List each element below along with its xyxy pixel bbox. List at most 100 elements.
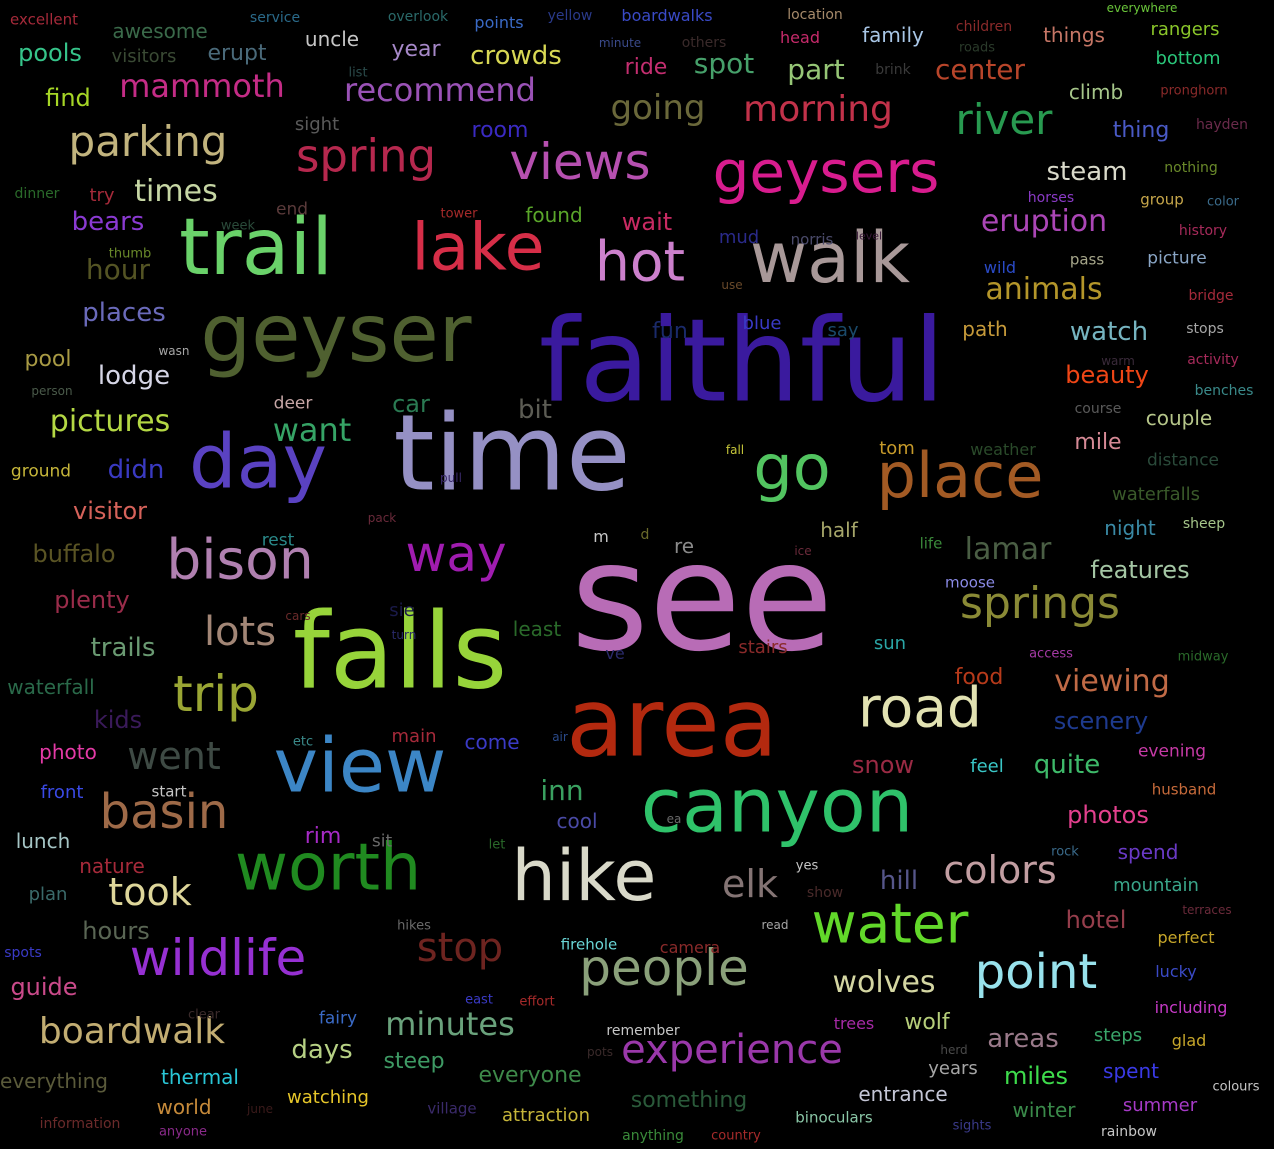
word-yellow: yellow	[547, 8, 593, 24]
word-trail: trail	[179, 203, 333, 293]
word-wolves: wolves	[832, 965, 936, 1000]
word-faithful: faithful	[538, 294, 946, 429]
word-sight: sight	[294, 114, 340, 135]
word-hot: hot	[594, 229, 686, 294]
word-wildlife: wildlife	[129, 929, 307, 987]
word-summer: summer	[1122, 1095, 1198, 1116]
word-let: let	[488, 837, 506, 853]
word-including: including	[1154, 998, 1228, 1017]
word-entrance: entrance	[858, 1082, 948, 1106]
word-ea: ea	[666, 812, 682, 826]
word-find: find	[45, 84, 91, 112]
word-area: area	[566, 668, 778, 779]
word-sit: sit	[371, 831, 393, 852]
word-night: night	[1104, 516, 1156, 540]
word-remember: remember	[606, 1023, 680, 1039]
word-trees: trees	[833, 1014, 875, 1033]
word-start: start	[151, 782, 187, 801]
word-days: days	[291, 1035, 353, 1065]
word-group: group	[1140, 190, 1184, 209]
word-spend: spend	[1117, 840, 1179, 864]
word-say: say	[827, 320, 859, 341]
word-deer: deer	[273, 393, 313, 414]
word-food: food	[954, 665, 1004, 690]
word-going: going	[610, 88, 706, 128]
word-plenty: plenty	[54, 586, 130, 614]
word-took: took	[108, 870, 192, 914]
word-lunch: lunch	[15, 829, 71, 853]
word-animals: animals	[985, 272, 1103, 307]
word-glad: glad	[1171, 1031, 1207, 1050]
word-camera: camera	[659, 938, 721, 957]
word-turn: turn	[391, 628, 417, 642]
word-anything: anything	[622, 1128, 684, 1144]
word-ground: ground	[10, 461, 72, 482]
word-service: service	[249, 10, 301, 26]
word-boardwalk: boardwalk	[38, 1011, 226, 1052]
word-head: head	[780, 28, 820, 47]
word-fairy: fairy	[318, 1008, 358, 1029]
word-geysers: geysers	[712, 138, 940, 206]
word-beauty: beauty	[1065, 361, 1149, 389]
word-scenery: scenery	[1053, 707, 1149, 735]
word-lodge: lodge	[97, 361, 171, 391]
word-hour: hour	[85, 253, 151, 286]
word-bears: bears	[71, 207, 145, 237]
word-hayden: hayden	[1195, 117, 1249, 133]
word-bottom: bottom	[1155, 48, 1221, 69]
word-ice: ice	[794, 544, 812, 558]
word-worth: worth	[234, 830, 422, 906]
word-ride: ride	[624, 55, 668, 80]
word-mud: mud	[718, 227, 760, 248]
word-car: car	[392, 390, 430, 418]
word-minutes: minutes	[385, 1005, 515, 1043]
word-eruption: eruption	[980, 204, 1108, 239]
word-steps: steps	[1093, 1025, 1143, 1046]
word-crowds: crowds	[470, 41, 562, 71]
word-inn: inn	[540, 774, 584, 807]
word-least: least	[512, 617, 562, 641]
word-couple: couple	[1145, 406, 1213, 430]
word-cars: cars	[285, 609, 311, 623]
word-boardwalks: boardwalks	[621, 6, 713, 25]
word-sun: sun	[873, 633, 907, 654]
word-spring: spring	[295, 129, 437, 183]
word-stops: stops	[1186, 321, 1224, 337]
word-thumb: thumb	[108, 246, 152, 262]
word-spent: spent	[1103, 1059, 1159, 1083]
word-distance: distance	[1146, 450, 1220, 471]
word-morning: morning	[743, 89, 893, 130]
word-went: went	[127, 734, 221, 778]
word-mammoth: mammoth	[119, 67, 285, 105]
word-climb: climb	[1068, 80, 1124, 104]
word-ve: ve	[605, 644, 625, 663]
word-anyone: anyone	[158, 1124, 208, 1140]
word-village: village	[427, 1099, 477, 1118]
word-experience: experience	[621, 1027, 843, 1073]
word-uncle: uncle	[304, 27, 360, 51]
word-excellent: excellent	[9, 10, 79, 29]
word-warm: warm	[1101, 354, 1135, 368]
word-overlook: overlook	[387, 9, 449, 25]
word-watching: watching	[287, 1087, 369, 1108]
word-people: people	[579, 939, 749, 997]
word-sheep: sheep	[1182, 516, 1226, 532]
word-day: day	[189, 417, 327, 506]
word-rim: rim	[304, 824, 342, 849]
word-view: view	[273, 721, 447, 810]
word-spot: spot	[693, 47, 755, 80]
word-nature: nature	[79, 854, 145, 878]
word-weather: weather	[970, 440, 1036, 459]
word-visitor: visitor	[72, 497, 148, 525]
word-wolf: wolf	[904, 1010, 950, 1035]
word-end: end	[275, 199, 309, 220]
word-person: person	[31, 384, 73, 398]
word-lamar: lamar	[964, 532, 1052, 567]
word-level: level	[855, 229, 883, 243]
word-features: features	[1090, 556, 1190, 584]
word-road: road	[858, 675, 982, 740]
word-room: room	[471, 118, 529, 143]
word-blue: blue	[742, 313, 782, 334]
word-tower: tower	[440, 206, 478, 222]
